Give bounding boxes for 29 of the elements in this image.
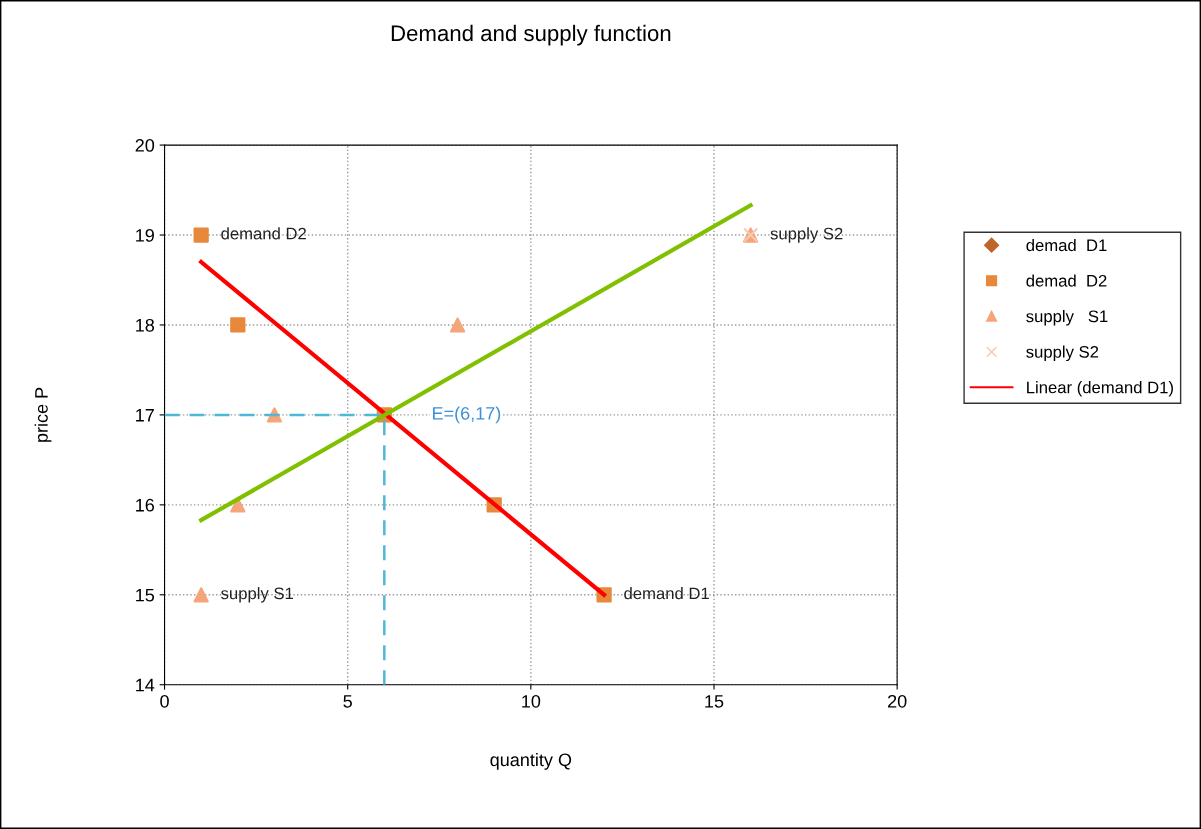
legend-label: supply S2 [1026,345,1099,362]
chart-title: Demand and supply function [391,24,671,46]
x-tick-label: 15 [705,695,724,708]
legend-label: supply S1 [1026,310,1108,326]
legend-label: demad D2 [1026,274,1107,287]
x-tick-label: 5 [343,695,352,708]
point [230,317,246,333]
point [449,317,466,333]
y-tick-label: 15 [136,588,155,602]
y-tick-label: 19 [136,228,154,242]
annotation: E=(6,17) [433,406,501,424]
y-tick-label: 17 [136,409,154,422]
y-tick-label: 20 [135,139,155,152]
y-tick-label: 14 [136,678,155,692]
annotation: demand D1 [624,587,709,600]
legend-label: demad D1 [1026,238,1107,252]
x-tick-label: 0 [160,694,169,708]
point [193,227,209,243]
x-tick-label: 20 [888,694,907,708]
annotation: supply S2 [770,227,843,243]
y-tick-label: 16 [136,498,155,512]
y-tick-label: 18 [136,318,155,332]
point [193,587,209,603]
y-axis-title: price P [34,387,52,442]
annotation: supply S1 [221,587,293,603]
x-axis-title: quantity Q [490,752,572,770]
annotation: demand D2 [221,227,306,240]
x-tick-label: 10 [522,694,541,708]
legend-label: Linear (demand D1) [1027,381,1173,397]
